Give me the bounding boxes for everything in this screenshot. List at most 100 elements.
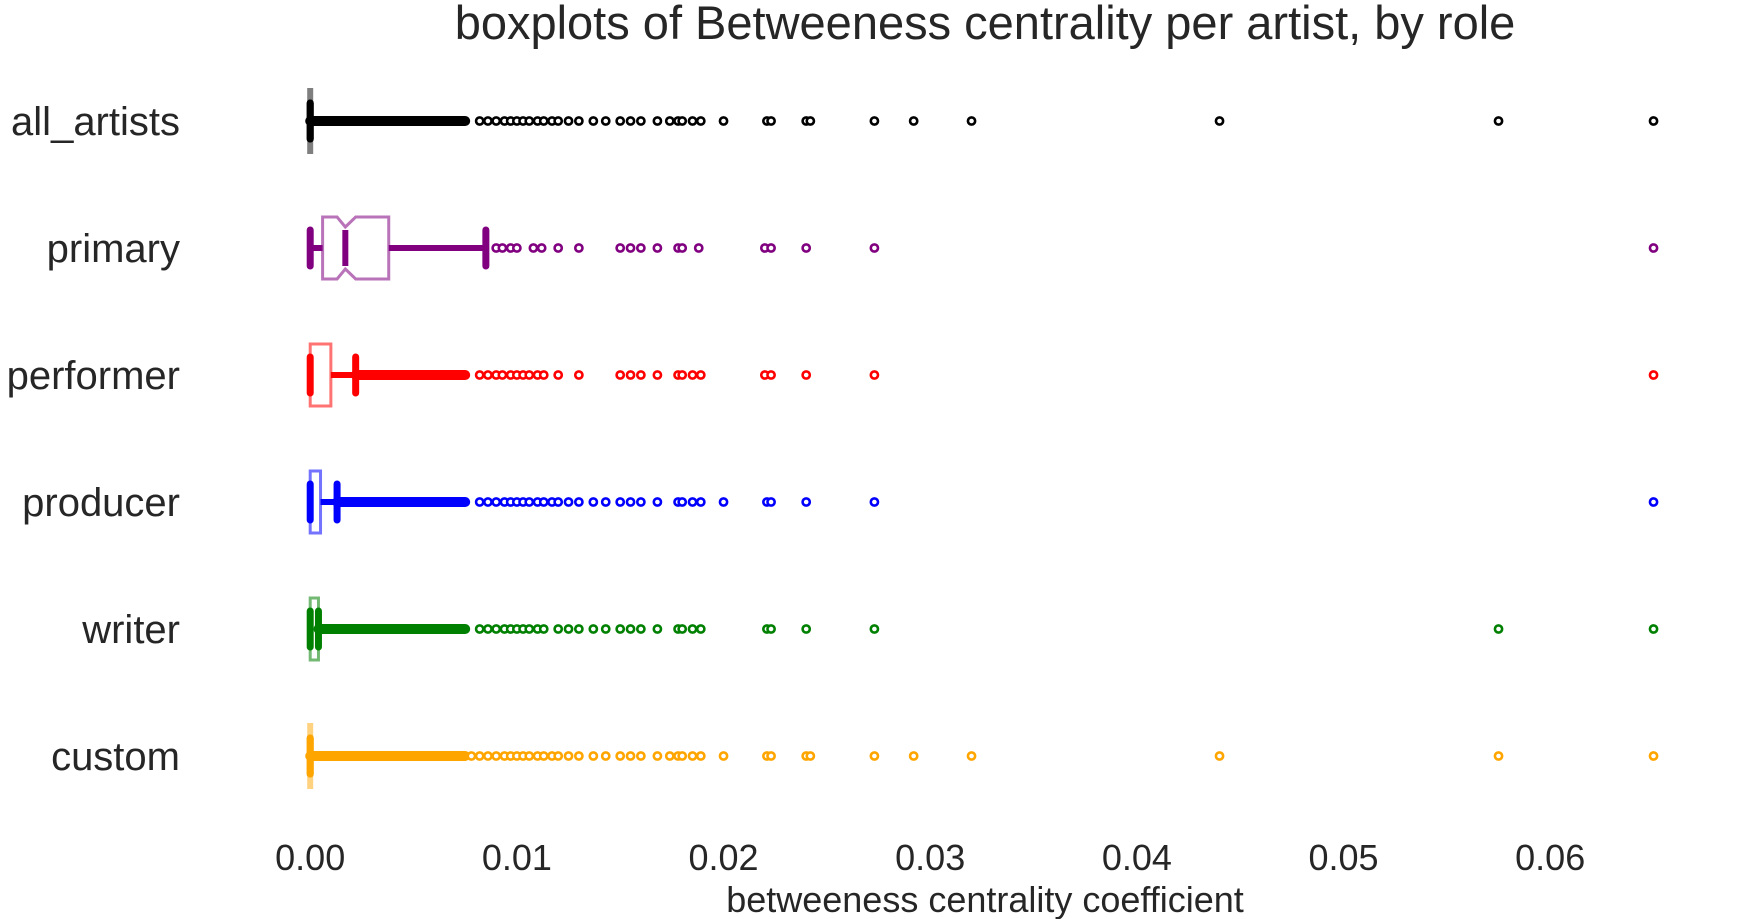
outlier-point bbox=[635, 751, 646, 761]
x-tick-label: 0.02 bbox=[688, 837, 758, 878]
outlier-point bbox=[677, 497, 688, 507]
outlier-point bbox=[538, 624, 549, 634]
outlier-point bbox=[652, 243, 663, 253]
outlier-point bbox=[474, 497, 485, 507]
outlier-point bbox=[718, 116, 729, 126]
outlier-point bbox=[524, 751, 535, 761]
outlier-point bbox=[615, 370, 626, 380]
outlier-point bbox=[491, 751, 502, 761]
outlier-point bbox=[695, 497, 706, 507]
boxes-layer bbox=[305, 88, 1659, 789]
outlier-point bbox=[687, 370, 698, 380]
outlier-point bbox=[625, 116, 636, 126]
box-primary bbox=[321, 215, 391, 281]
outlier-point bbox=[491, 497, 502, 507]
outlier-point bbox=[695, 624, 706, 634]
outlier-point bbox=[483, 370, 493, 380]
outlier-point bbox=[766, 370, 776, 380]
category-label-writer: writer bbox=[81, 608, 180, 652]
outlier-point bbox=[553, 116, 564, 126]
box-group-custom bbox=[305, 723, 1659, 789]
x-tick-label: 0.00 bbox=[275, 837, 345, 878]
x-tick-label: 0.04 bbox=[1102, 837, 1172, 878]
outlier-point bbox=[615, 497, 626, 507]
outlier-point bbox=[491, 116, 502, 126]
outlier-point bbox=[687, 497, 698, 507]
outlier-point bbox=[1493, 751, 1504, 761]
outlier-point bbox=[553, 370, 564, 380]
outlier-point bbox=[528, 243, 539, 253]
outlier-point bbox=[538, 751, 549, 761]
outlier-point bbox=[635, 116, 646, 126]
outlier-point bbox=[677, 370, 688, 380]
outlier-point bbox=[766, 497, 776, 507]
outlier-point bbox=[869, 624, 880, 634]
outlier-point bbox=[563, 751, 574, 761]
x-tick-label: 0.06 bbox=[1515, 837, 1585, 878]
outlier-point bbox=[1648, 624, 1659, 634]
outlier-point bbox=[474, 116, 485, 126]
outlier-point bbox=[664, 751, 675, 761]
outlier-point bbox=[966, 116, 977, 126]
outlier-point bbox=[625, 624, 636, 634]
outlier-point bbox=[553, 751, 564, 761]
outlier-point bbox=[524, 624, 535, 634]
outlier-point bbox=[635, 624, 646, 634]
outlier-point bbox=[1648, 243, 1659, 253]
x-tick-label: 0.05 bbox=[1308, 837, 1378, 878]
outlier-point bbox=[1648, 497, 1659, 507]
outlier-point bbox=[491, 624, 502, 634]
outlier-point bbox=[869, 497, 880, 507]
outlier-point bbox=[718, 751, 729, 761]
outlier-point bbox=[553, 243, 564, 253]
outlier-point bbox=[474, 751, 485, 761]
outlier-point bbox=[466, 751, 477, 761]
outlier-point bbox=[553, 497, 564, 507]
outlier-point bbox=[908, 751, 919, 761]
outlier-point bbox=[1214, 116, 1225, 126]
outlier-point bbox=[615, 116, 626, 126]
outlier-point bbox=[635, 370, 646, 380]
outlier-point bbox=[869, 116, 880, 126]
outlier-point bbox=[677, 751, 688, 761]
outlier-point bbox=[805, 751, 816, 761]
x-tick-label: 0.01 bbox=[482, 837, 552, 878]
outlier-point bbox=[573, 751, 584, 761]
outlier-point bbox=[573, 497, 584, 507]
outlier-point bbox=[1493, 624, 1504, 634]
outlier-point bbox=[677, 116, 688, 126]
outlier-point bbox=[538, 116, 549, 126]
outlier-point bbox=[536, 243, 547, 253]
outlier-point bbox=[474, 624, 485, 634]
outlier-point bbox=[615, 243, 626, 253]
outlier-point bbox=[563, 497, 574, 507]
outlier-point bbox=[600, 751, 611, 761]
outlier-point bbox=[573, 243, 584, 253]
outlier-point bbox=[588, 624, 599, 634]
outlier-point bbox=[652, 624, 663, 634]
outlier-point bbox=[695, 751, 706, 761]
outlier-point bbox=[1214, 751, 1225, 761]
outlier-point bbox=[766, 751, 776, 761]
outlier-point bbox=[801, 624, 812, 634]
outlier-point bbox=[588, 116, 599, 126]
box-group-primary bbox=[306, 215, 1659, 281]
box-group-all_artists bbox=[305, 88, 1659, 154]
outlier-point bbox=[801, 370, 812, 380]
outlier-point bbox=[1648, 370, 1659, 380]
outlier-point bbox=[600, 116, 611, 126]
outlier-point bbox=[497, 370, 508, 380]
outlier-point bbox=[524, 370, 535, 380]
outlier-point bbox=[693, 243, 704, 253]
outlier-point bbox=[652, 497, 663, 507]
x-axis-label: betweeness centrality coefficient bbox=[726, 879, 1244, 919]
outlier-point bbox=[1648, 751, 1659, 761]
category-label-producer: producer bbox=[22, 481, 180, 525]
outlier-point bbox=[869, 243, 880, 253]
outlier-point bbox=[625, 370, 636, 380]
category-label-all_artists: all_artists bbox=[11, 100, 180, 144]
outlier-point bbox=[805, 116, 816, 126]
outlier-point bbox=[687, 751, 698, 761]
outlier-point bbox=[615, 751, 626, 761]
